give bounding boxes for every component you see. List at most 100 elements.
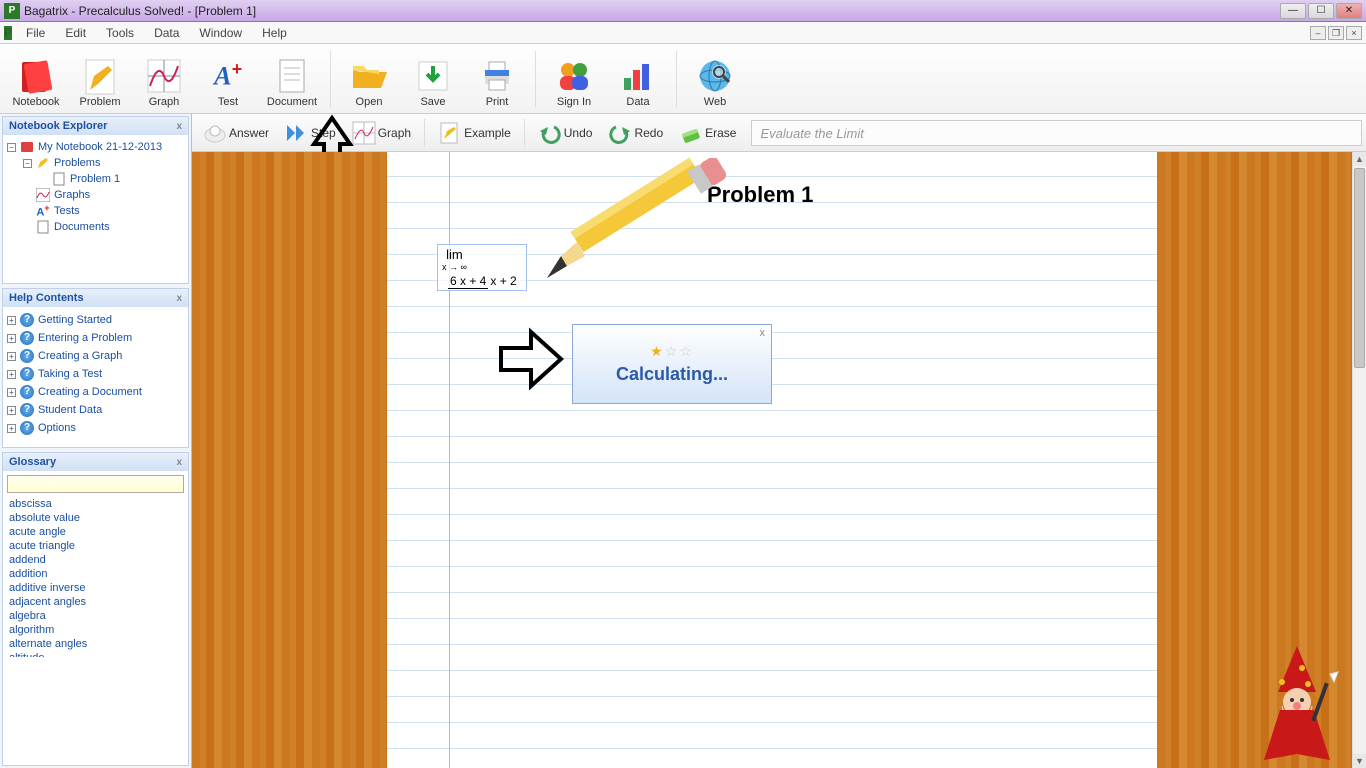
mdi-restore-button[interactable]: ❐ xyxy=(1328,26,1344,40)
menu-file[interactable]: File xyxy=(16,24,55,42)
subtoolbar-graph2-button[interactable]: Graph xyxy=(345,117,418,149)
subtoolbar-erase-button[interactable]: Erase xyxy=(672,117,743,149)
notebook-icon xyxy=(20,140,34,154)
collapse-icon[interactable]: − xyxy=(7,143,16,152)
signin-icon xyxy=(554,56,594,96)
expand-icon[interactable]: + xyxy=(7,370,16,379)
tree-root[interactable]: −My Notebook 21-12-2013 xyxy=(7,139,184,155)
toolbar-notebook-button[interactable]: Notebook xyxy=(6,47,66,111)
help-item[interactable]: +?Creating a Graph xyxy=(7,347,184,365)
menu-window[interactable]: Window xyxy=(189,24,252,42)
explorer-close-icon[interactable]: x xyxy=(176,121,182,132)
subtoolbar-redo-button[interactable]: Redo xyxy=(601,117,670,149)
scroll-up-button[interactable]: ▲ xyxy=(1353,152,1366,166)
help-item[interactable]: +?Creating a Document xyxy=(7,383,184,401)
subtoolbar-undo-button[interactable]: Undo xyxy=(531,117,600,149)
sidebar: Notebook Explorerx −My Notebook 21-12-20… xyxy=(0,114,192,768)
help-title: Help Contents xyxy=(9,292,84,304)
toolbar-problem-button[interactable]: Problem xyxy=(70,47,130,111)
glossary-item[interactable]: addition xyxy=(7,567,184,581)
help-icon: ? xyxy=(20,403,34,417)
tree-problem-1[interactable]: Problem 1 xyxy=(7,171,184,187)
expand-icon[interactable]: + xyxy=(7,352,16,361)
vertical-scrollbar[interactable]: ▲ ▼ xyxy=(1352,152,1366,768)
tree-problems[interactable]: −Problems xyxy=(7,155,184,171)
expand-icon[interactable]: + xyxy=(7,424,16,433)
data-icon xyxy=(618,56,658,96)
mdi-close-button[interactable]: × xyxy=(1346,26,1362,40)
tree-documents[interactable]: Documents xyxy=(7,219,184,235)
toolbar-graph-button[interactable]: Graph xyxy=(134,47,194,111)
minimize-button[interactable]: — xyxy=(1280,3,1306,19)
document-icon xyxy=(36,220,50,234)
glossary-panel: Glossaryx abscissaabsolute valueacute an… xyxy=(2,452,189,766)
menu-data[interactable]: Data xyxy=(144,24,189,42)
glossary-item[interactable]: additive inverse xyxy=(7,581,184,595)
glossary-item[interactable]: acute triangle xyxy=(7,539,184,553)
graph-icon xyxy=(36,188,50,202)
mdi-minimize-button[interactable]: – xyxy=(1310,26,1326,40)
tree-tests[interactable]: A+Tests xyxy=(7,203,184,219)
help-icon: ? xyxy=(20,349,34,363)
glossary-item[interactable]: algorithm xyxy=(7,623,184,637)
glossary-item[interactable]: altitude xyxy=(7,651,184,657)
evaluate-input[interactable]: Evaluate the Limit xyxy=(751,120,1362,146)
window-title: Bagatrix - Precalculus Solved! - [Proble… xyxy=(24,4,256,18)
subtoolbar-answer-button[interactable]: Answer xyxy=(196,117,276,149)
open-icon xyxy=(349,56,389,96)
expand-icon[interactable]: + xyxy=(7,388,16,397)
toolbar-data-button[interactable]: Data xyxy=(608,47,668,111)
annotation-arrow-right-icon xyxy=(497,324,567,394)
toolbar-document-button[interactable]: Document xyxy=(262,47,322,111)
help-item[interactable]: +?Options xyxy=(7,419,184,437)
expand-icon[interactable]: + xyxy=(7,316,16,325)
help-item[interactable]: +?Student Data xyxy=(7,401,184,419)
help-close-icon[interactable]: x xyxy=(176,293,182,304)
test-icon: A+ xyxy=(36,204,50,218)
toolbar-test-button[interactable]: A+Test xyxy=(198,47,258,111)
wood-background-left xyxy=(192,152,387,768)
calculating-dialog: x ★☆☆ Calculating... xyxy=(572,324,772,404)
expand-icon[interactable]: + xyxy=(7,406,16,415)
glossary-item[interactable]: addend xyxy=(7,553,184,567)
help-item[interactable]: +?Getting Started xyxy=(7,311,184,329)
menu-tools[interactable]: Tools xyxy=(96,24,144,42)
pencil-icon xyxy=(527,158,727,288)
scroll-thumb[interactable] xyxy=(1354,168,1365,368)
page-icon xyxy=(52,172,66,186)
maximize-button[interactable]: ☐ xyxy=(1308,3,1334,19)
help-item[interactable]: +?Taking a Test xyxy=(7,365,184,383)
menu-edit[interactable]: Edit xyxy=(55,24,96,42)
menu-help[interactable]: Help xyxy=(252,24,297,42)
glossary-item[interactable]: algebra xyxy=(7,609,184,623)
collapse-icon[interactable]: − xyxy=(23,159,32,168)
glossary-close-icon[interactable]: x xyxy=(176,457,182,468)
help-contents-panel: Help Contents x +?Getting Started+?Enteri… xyxy=(2,288,189,448)
close-button[interactable]: ✕ xyxy=(1336,3,1362,19)
toolbar-signin-button[interactable]: Sign In xyxy=(544,47,604,111)
limit-expression[interactable]: limx → ∞ 6 x + 4x + 2 xyxy=(437,244,527,291)
toolbar-open-button[interactable]: Open xyxy=(339,47,399,111)
toolbar-save-button[interactable]: Save xyxy=(403,47,463,111)
help-item[interactable]: +?Entering a Problem xyxy=(7,329,184,347)
subtoolbar-step-button[interactable]: Step xyxy=(278,117,343,149)
graph2-icon xyxy=(352,121,376,145)
glossary-item[interactable]: abscissa xyxy=(7,497,184,511)
pencil-icon xyxy=(36,156,50,170)
toolbar-print-button[interactable]: Print xyxy=(467,47,527,111)
subtoolbar-example-button[interactable]: Example xyxy=(431,117,518,149)
glossary-item[interactable]: adjacent angles xyxy=(7,595,184,609)
notebook-explorer-panel: Notebook Explorerx −My Notebook 21-12-20… xyxy=(2,116,189,284)
tree-graphs[interactable]: Graphs xyxy=(7,187,184,203)
main-toolbar: NotebookProblemGraphA+TestDocument OpenSa… xyxy=(0,44,1366,114)
save-icon xyxy=(413,56,453,96)
print-icon xyxy=(477,56,517,96)
toolbar-web-button[interactable]: Web xyxy=(685,47,745,111)
glossary-item[interactable]: acute angle xyxy=(7,525,184,539)
glossary-item[interactable]: alternate angles xyxy=(7,637,184,651)
glossary-item[interactable]: absolute value xyxy=(7,511,184,525)
calculating-close-icon[interactable]: x xyxy=(760,327,766,339)
scroll-down-button[interactable]: ▼ xyxy=(1353,754,1366,768)
expand-icon[interactable]: + xyxy=(7,334,16,343)
glossary-search-input[interactable] xyxy=(7,475,184,493)
